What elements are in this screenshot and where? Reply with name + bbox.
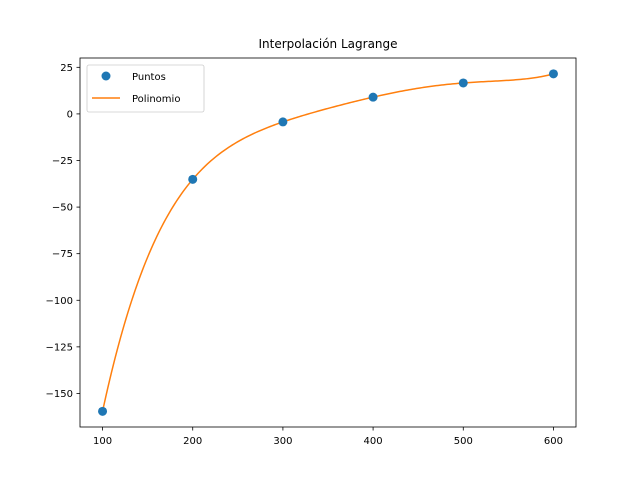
x-tick-label: 400 <box>364 436 383 447</box>
y-tick-label: −125 <box>46 342 73 353</box>
data-point <box>98 406 108 416</box>
legend-box <box>86 64 205 113</box>
data-point <box>368 92 378 102</box>
polinomio-line <box>101 73 554 412</box>
data-point <box>458 78 468 88</box>
data-point <box>188 174 198 184</box>
y-tick-label: −25 <box>52 156 73 167</box>
axes-frame <box>79 57 577 428</box>
legend-label-puntos: Puntos <box>132 72 166 83</box>
y-tick-label: 25 <box>60 63 73 74</box>
data-point <box>548 69 558 79</box>
y-tick-label: −50 <box>52 203 73 214</box>
legend: Puntos Polinomio <box>86 64 205 113</box>
x-tick-label: 200 <box>183 436 202 447</box>
legend-label-polinomio: Polinomio <box>132 94 180 105</box>
data-point <box>278 117 288 127</box>
plot-area <box>98 69 558 416</box>
x-tick-label: 300 <box>273 436 292 447</box>
x-tick-label: 100 <box>93 436 112 447</box>
x-tick-label: 500 <box>454 436 473 447</box>
legend-marker-puntos <box>101 71 111 81</box>
y-tick-label: −150 <box>46 389 73 400</box>
x-axis: 100 200 300 400 500 600 <box>93 427 563 447</box>
chart-title: Interpolación Lagrange <box>258 37 397 51</box>
y-tick-label: −75 <box>52 249 73 260</box>
y-axis: 25 0 −25 −50 −75 −100 −125 −150 <box>46 63 80 400</box>
y-tick-label: −100 <box>46 296 73 307</box>
x-tick-label: 600 <box>544 436 563 447</box>
y-tick-label: 0 <box>67 109 73 120</box>
